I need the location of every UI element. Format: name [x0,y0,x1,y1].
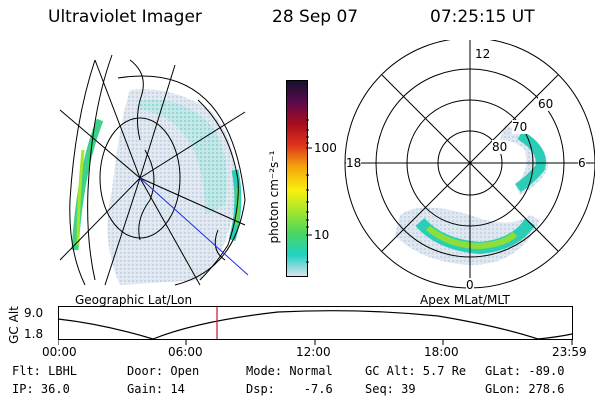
orbit-ylabel: GC Alt [7,306,21,344]
status-dsp: Dsp: -7.6 [246,382,333,396]
orbit-xtick-1800: 18:00 [424,345,459,359]
mlt-label-0: 0 [466,278,474,292]
coastlines [69,54,239,286]
status-glat: GLat: -89.0 [485,364,565,378]
colorbar-tick-10: 10 [314,228,330,242]
orbit-plot-frame [58,306,573,340]
aurora-night-arc-core [426,225,518,250]
status-gain: Gain: 14 [127,382,185,396]
latlon-grid [59,59,246,286]
status-ip: IP: 36.0 [12,382,70,396]
status-seq: Seq: 39 [365,382,416,396]
orbit-xtick-0600: 06:00 [168,345,203,359]
mlt-label-6: 6 [578,156,586,170]
mlat-label-80: 80 [492,140,508,154]
polar-diagonal-2 [381,74,559,252]
status-filter: Flt: LBHL [12,364,78,378]
mlat-label-70: 70 [512,120,528,134]
colorbar-ticks [306,119,312,263]
mlt-label-12: 12 [475,47,491,61]
date-label: 28 Sep 07 [272,7,359,27]
colorbar [286,80,308,277]
instrument-title: Ultraviolet Imager [48,7,202,27]
status-gc-alt: GC Alt: 5.7 Re [365,364,467,378]
orbit-ytick-high: 9.0 [24,306,44,320]
status-glon: GLon: 278.6 [485,382,565,396]
geographic-map-label: Geographic Lat/Lon [75,293,193,307]
meridian-marker-line [139,177,249,276]
apex-map-label: Apex MLat/MLT [420,293,510,307]
apex-polar-plot [344,40,595,289]
orbit-xtick-2359: 23:59 [552,345,587,359]
geographic-map [59,54,249,286]
aurora-arc-west [71,118,104,251]
orbit-altitude-plot [58,306,573,345]
orbit-xtick-0000: 00:00 [42,345,77,359]
colorbar-unit-label: photon cm⁻²s⁻¹ [267,150,281,244]
orbit-altitude-curve [58,310,573,340]
status-mode: Mode: Normal [246,364,333,378]
status-door: Door: Open [127,364,200,378]
aurora-arc-west-core [76,149,85,246]
orbit-ytick-low: 1.8 [24,327,44,341]
colorbar-tick-100: 100 [314,141,337,155]
time-label: 07:25:15 UT [430,7,535,27]
aurora-dawn-arc [515,130,546,193]
aurora-inner-glow [140,99,228,215]
mlt-label-18: 18 [346,156,362,170]
mlat-label-60: 60 [538,97,554,111]
orbit-xtick-1200: 12:00 [296,345,331,359]
